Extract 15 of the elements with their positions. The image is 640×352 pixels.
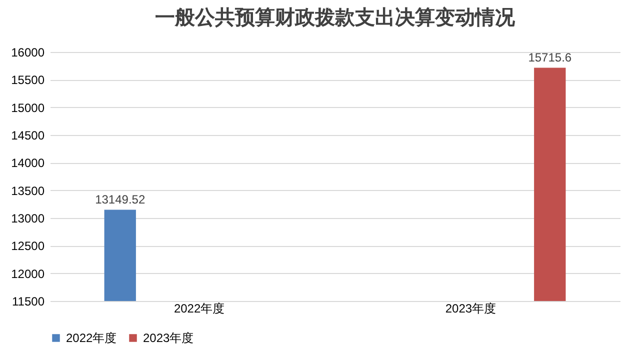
chart-title: 一般公共预算财政拨款支出决算变动情况 — [155, 6, 516, 29]
y-tick-label: 14500 — [11, 128, 45, 142]
y-tick-label: 13500 — [11, 184, 45, 198]
legend-label: 2022年度 — [66, 331, 117, 345]
y-tick-label: 14000 — [11, 156, 45, 170]
data-label: 13149.52 — [95, 192, 146, 207]
y-tick-label: 12500 — [11, 239, 45, 254]
y-tick-label: 16000 — [11, 46, 45, 60]
y-tick-label: 12000 — [11, 266, 45, 281]
y-tick-label: 11500 — [12, 294, 45, 308]
y-tick-label: 13000 — [11, 212, 45, 226]
data-label: 15715.6 — [528, 50, 572, 65]
y-tick-label: 15000 — [11, 100, 45, 115]
legend-label: 2023年度 — [143, 331, 194, 345]
y-tick-label: 15500 — [11, 73, 45, 88]
